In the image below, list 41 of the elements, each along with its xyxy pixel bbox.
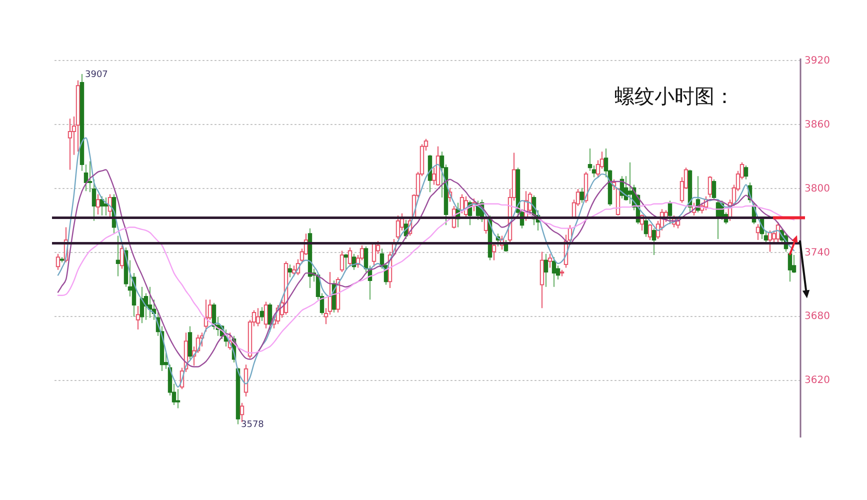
candlestick <box>188 326 192 360</box>
candlestick <box>96 194 100 215</box>
candlestick <box>120 244 124 270</box>
text: 螺纹小时图： <box>614 84 734 108</box>
y-tick-label: 3740 <box>804 247 830 258</box>
line-series <box>57 137 796 388</box>
candlestick <box>644 218 648 238</box>
candlestick <box>136 306 140 330</box>
candlestick <box>544 253 548 288</box>
candlestick <box>344 253 348 270</box>
candlestick <box>648 224 652 241</box>
candlestick <box>744 165 748 180</box>
candlestick <box>712 178 716 200</box>
y-tick-label: 3920 <box>804 56 830 67</box>
candlestick <box>756 224 760 241</box>
candlestick <box>548 253 552 268</box>
y-tick-label: 3680 <box>804 311 830 322</box>
candlestick <box>552 256 556 288</box>
candlestick <box>348 247 352 268</box>
y-tick-label: 3860 <box>804 120 830 131</box>
candlestick <box>708 176 712 198</box>
candlestick <box>68 118 72 170</box>
candlestick <box>340 250 344 272</box>
y-tick-label: 3620 <box>804 375 830 386</box>
candlestick <box>268 302 272 332</box>
candlestick <box>256 308 260 327</box>
candlestick <box>56 253 60 270</box>
candlestick <box>288 264 292 278</box>
annotation: 3578 <box>241 420 264 430</box>
candlestick <box>628 162 632 204</box>
candlestick <box>492 242 496 261</box>
candlestick <box>652 228 656 256</box>
annotation: 3907 <box>85 70 108 80</box>
candlestick <box>264 301 268 329</box>
candlestick <box>580 187 584 204</box>
candlestick <box>116 235 120 277</box>
y-tick-label: 3800 <box>804 183 830 194</box>
candlestick <box>176 388 180 409</box>
candlestick <box>396 215 400 240</box>
candlestick <box>244 364 248 398</box>
candlestick <box>260 306 264 322</box>
